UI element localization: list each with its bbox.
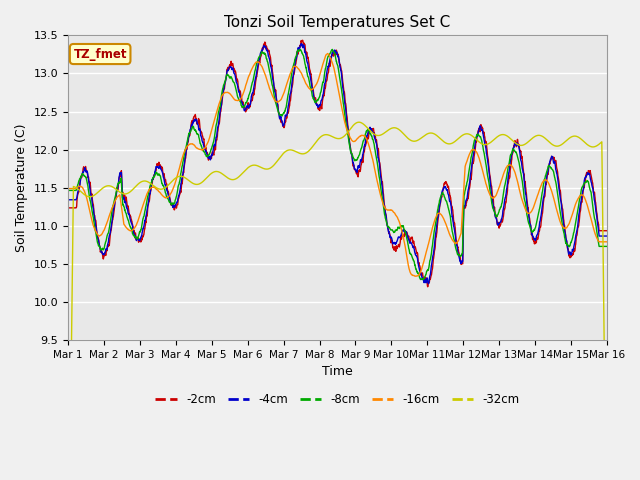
-4cm — [312, 101, 320, 107]
-16cm — [64, 186, 72, 192]
-16cm — [92, 228, 99, 234]
-2cm — [424, 284, 431, 289]
-8cm — [603, 243, 611, 249]
-2cm — [92, 217, 99, 223]
Text: TZ_fmet: TZ_fmet — [74, 48, 127, 60]
-2cm — [603, 228, 611, 234]
-8cm — [312, 99, 319, 105]
-16cm — [312, 83, 319, 88]
-2cm — [588, 177, 596, 183]
-16cm — [588, 218, 595, 224]
-2cm — [489, 193, 497, 199]
-8cm — [64, 188, 72, 193]
Line: -2cm: -2cm — [68, 40, 607, 287]
-32cm — [92, 192, 99, 197]
-16cm — [489, 195, 497, 201]
-2cm — [588, 175, 595, 181]
-32cm — [588, 144, 595, 150]
-16cm — [588, 219, 596, 225]
-2cm — [312, 99, 320, 105]
-32cm — [355, 120, 363, 125]
-32cm — [588, 144, 595, 150]
-16cm — [411, 273, 419, 279]
-4cm — [326, 55, 334, 61]
-4cm — [588, 182, 596, 188]
-16cm — [324, 51, 332, 57]
Y-axis label: Soil Temperature (C): Soil Temperature (C) — [15, 123, 28, 252]
X-axis label: Time: Time — [322, 365, 353, 378]
-32cm — [312, 140, 319, 145]
-4cm — [588, 180, 595, 186]
Line: -4cm: -4cm — [68, 44, 607, 284]
-4cm — [92, 222, 99, 228]
-4cm — [298, 41, 306, 47]
-2cm — [64, 205, 72, 211]
Line: -32cm: -32cm — [68, 122, 607, 480]
Line: -8cm: -8cm — [68, 49, 607, 280]
-8cm — [419, 277, 427, 283]
-4cm — [424, 281, 432, 287]
-16cm — [603, 239, 611, 245]
-8cm — [326, 50, 334, 56]
-2cm — [326, 61, 334, 67]
-2cm — [299, 37, 307, 43]
-8cm — [489, 205, 497, 211]
-8cm — [588, 195, 596, 201]
-8cm — [588, 193, 595, 199]
-8cm — [328, 47, 336, 52]
-32cm — [326, 132, 334, 138]
Title: Tonzi Soil Temperatures Set C: Tonzi Soil Temperatures Set C — [225, 15, 451, 30]
-8cm — [92, 228, 99, 234]
-4cm — [489, 201, 497, 206]
-4cm — [64, 197, 72, 203]
Line: -16cm: -16cm — [68, 54, 607, 276]
-4cm — [603, 233, 611, 239]
-32cm — [489, 138, 497, 144]
-16cm — [326, 55, 334, 60]
Legend: -2cm, -4cm, -8cm, -16cm, -32cm: -2cm, -4cm, -8cm, -16cm, -32cm — [150, 388, 524, 410]
